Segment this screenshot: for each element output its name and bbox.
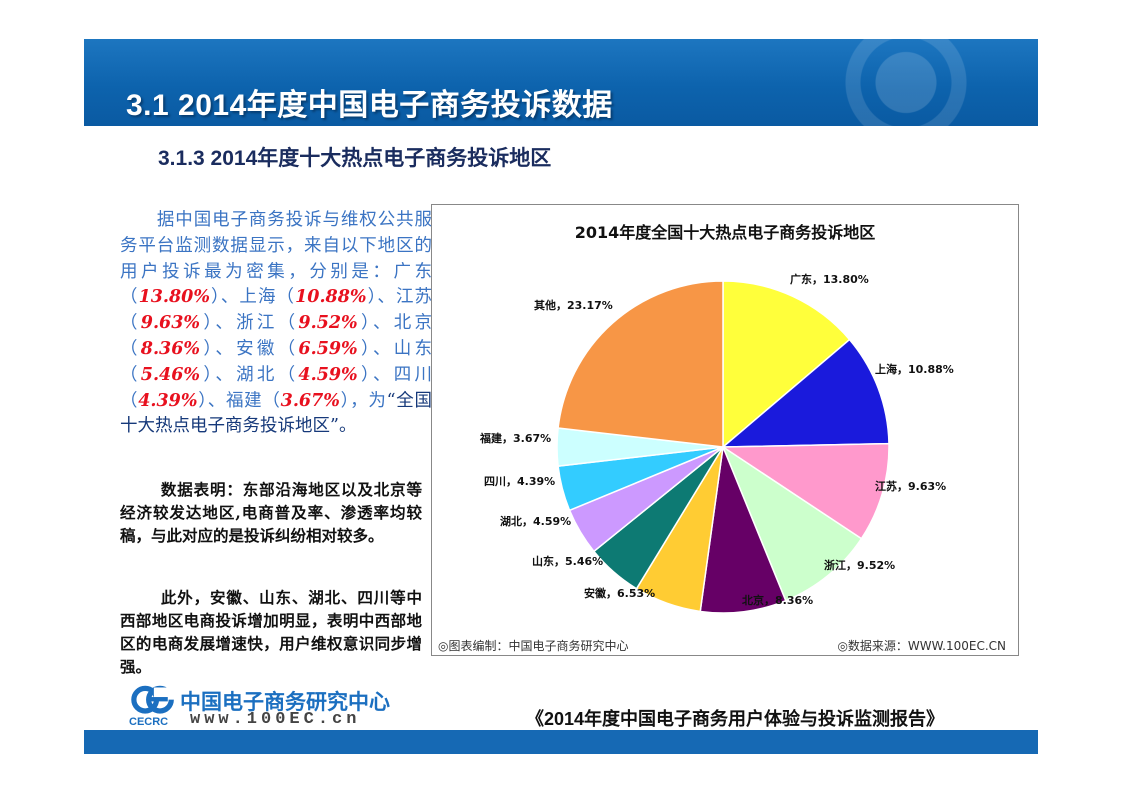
chart-source-right: ◎数据来源：WWW.100EC.CN bbox=[837, 639, 1006, 653]
pie-label-4: 浙江，9.52% bbox=[824, 558, 895, 572]
page-title: 3.1 2014年度中国电子商务投诉数据 bbox=[126, 89, 613, 122]
sep: ）、安徽（ bbox=[200, 338, 299, 359]
pie-slice-11 bbox=[557, 280, 724, 448]
pie-label-11: 其他，23.17% bbox=[534, 298, 613, 312]
section-subtitle: 3.1.3 2014年度十大热点电子商务投诉地区 bbox=[158, 147, 552, 170]
sep: ）、江苏（ bbox=[120, 287, 433, 334]
header-band bbox=[84, 39, 1038, 126]
pie-label-3: 江苏，9.63% bbox=[875, 479, 946, 493]
intro-text: 据中国电子商务投诉与维权公共服务平台监测数据显示，来自以下地区的用户投诉最为密集… bbox=[120, 210, 432, 308]
additional-note-text: 此外，安徽、山东、湖北、四川等中西部地区电商投诉增加明显，表明中西部地区的电商发… bbox=[120, 588, 422, 676]
pie-chart-frame: 2014年度全国十大热点电子商务投诉地区 广东，13.80% 上海，10.88% 江… bbox=[431, 204, 1019, 656]
top10-quote: “全国十大热点电子商务投诉地区”。 bbox=[120, 390, 433, 437]
chart-title: 2014年度全国十大热点电子商务投诉地区 bbox=[574, 223, 876, 242]
intro-paragraph: 据中国电子商务投诉与维权公共服务平台监测数据显示，来自以下地区的用户投诉最为密集… bbox=[120, 208, 432, 440]
pie-slice-3 bbox=[720, 442, 890, 540]
pie-label-8: 湖北，4.59% bbox=[500, 514, 571, 528]
sep: ）、浙江（ bbox=[200, 313, 299, 334]
pct-zhejiang: 9.52% bbox=[298, 313, 358, 334]
sep: ）、湖北（ bbox=[200, 364, 299, 385]
sep: ）、山东（ bbox=[120, 338, 433, 385]
pie-label-7: 山东，5.46% bbox=[532, 554, 603, 568]
pie-chart: 广东，13.80% 上海，10.88% 江苏，9.63% 浙江，9.52% 北京，8.3… bbox=[479, 272, 954, 614]
additional-note: 此外，安徽、山东、湖北、四川等中西部地区电商投诉增加明显，表明中西部地区的电商发… bbox=[120, 586, 422, 678]
pie-slice-4 bbox=[721, 445, 863, 602]
sep: ）、福建（ bbox=[197, 390, 281, 411]
pct-shanghai: 10.88% bbox=[295, 287, 367, 308]
pct-jiangsu: 9.63% bbox=[140, 313, 201, 334]
chart-source-left: ◎图表编制：中国电子商务研究中心 bbox=[438, 639, 629, 653]
pie-slice-1 bbox=[722, 280, 851, 449]
sep: ）、北京（ bbox=[120, 313, 433, 359]
pct-guangdong: 13.80% bbox=[138, 287, 210, 308]
sep: ）、四川（ bbox=[120, 364, 433, 411]
pct-shandong: 5.46% bbox=[140, 364, 201, 385]
logo-url: www.100EC.cn bbox=[190, 710, 361, 729]
pie-label-2: 上海，10.88% bbox=[875, 362, 954, 376]
pct-beijing: 8.36% bbox=[140, 338, 201, 359]
pct-anhui: 6.59% bbox=[298, 338, 358, 359]
pie-label-1: 广东，13.80% bbox=[790, 272, 869, 286]
pie-label-9: 四川，4.39% bbox=[484, 475, 555, 488]
logo-abbr: CECRC bbox=[129, 716, 169, 728]
pie-label-5: 北京，8.36% bbox=[742, 593, 813, 607]
pie-label-10: 福建，3.67% bbox=[479, 431, 551, 445]
logo-name: 中国电子商务研究中心 bbox=[180, 691, 390, 714]
report-title: 《2014年度中国电子商务用户体验与投诉监测报告》 bbox=[526, 709, 945, 729]
pie-label-6: 安徽，6.53% bbox=[584, 586, 655, 600]
pct-sichuan: 4.39% bbox=[138, 390, 198, 411]
pct-fujian: 3.67% bbox=[280, 390, 340, 411]
pct-hubei: 4.59% bbox=[298, 364, 358, 385]
sep: ），为 bbox=[339, 390, 387, 411]
pie-slice-5 bbox=[699, 444, 787, 614]
footer-band bbox=[84, 730, 1038, 754]
sep: ）、上海（ bbox=[210, 287, 296, 308]
analysis-note-text: 数据表明：东部沿海地区以及北京等经济较发达地区,电商普及率、渗透率均较稿，与此对… bbox=[120, 480, 422, 545]
pie-slice-2 bbox=[720, 338, 890, 448]
analysis-note: 数据表明：东部沿海地区以及北京等经济较发达地区,电商普及率、渗透率均较稿，与此对… bbox=[120, 478, 422, 547]
cecrc-logo-icon bbox=[131, 685, 175, 714]
